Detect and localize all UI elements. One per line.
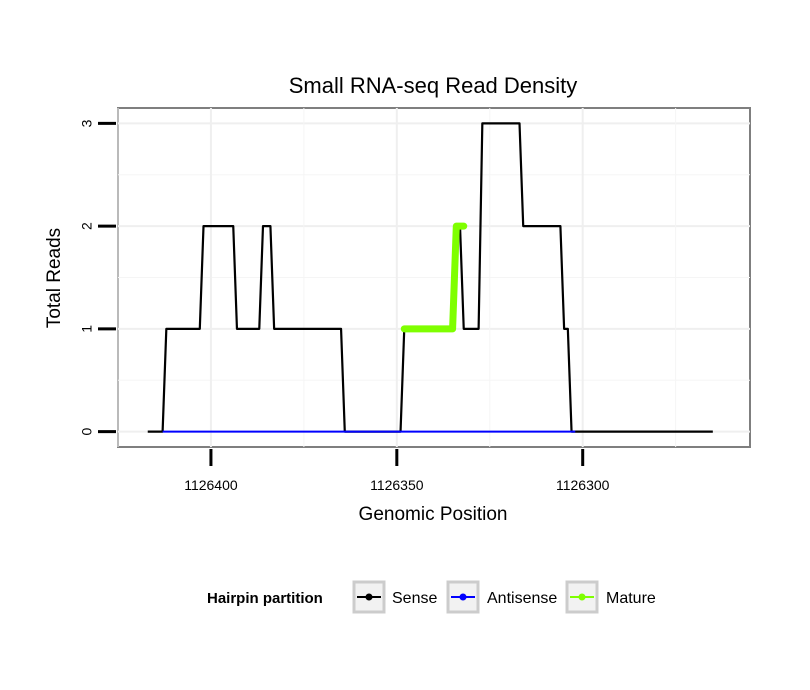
y-tick-label: 0 bbox=[79, 427, 95, 435]
y-tick-label: 3 bbox=[79, 119, 95, 127]
y-tick-label: 1 bbox=[79, 325, 95, 333]
legend-label-mature: Mature bbox=[606, 590, 656, 607]
x-tick-label: 1126400 bbox=[184, 477, 238, 493]
legend: Hairpin partition Sense Antisense Mature bbox=[207, 580, 656, 614]
legend-item-antisense: Antisense bbox=[446, 580, 557, 614]
legend-label-sense: Sense bbox=[392, 590, 437, 607]
legend-key-box bbox=[446, 580, 480, 614]
axis-ticks: 0 1 2 3 1126400 1126350 1126300 bbox=[79, 119, 610, 493]
legend-key-point bbox=[459, 593, 467, 601]
legend-label-antisense: Antisense bbox=[487, 590, 557, 607]
mature-line bbox=[400, 222, 468, 333]
x-tick-label: 1126300 bbox=[556, 477, 610, 493]
y-axis-title: Total Reads bbox=[44, 228, 65, 328]
x-axis-title: Genomic Position bbox=[359, 504, 508, 525]
series-layer bbox=[147, 122, 713, 433]
x-tick-label: 1126350 bbox=[370, 477, 424, 493]
chart-title: Small RNA-seq Read Density bbox=[289, 73, 578, 98]
legend-key-point bbox=[365, 593, 373, 601]
legend-title: Hairpin partition bbox=[207, 590, 323, 607]
grid-lines bbox=[117, 108, 750, 447]
legend-item-sense: Sense bbox=[352, 580, 437, 614]
legend-item-mature: Mature bbox=[565, 580, 656, 614]
legend-key-point bbox=[578, 593, 586, 601]
y-tick-label: 2 bbox=[79, 222, 95, 230]
